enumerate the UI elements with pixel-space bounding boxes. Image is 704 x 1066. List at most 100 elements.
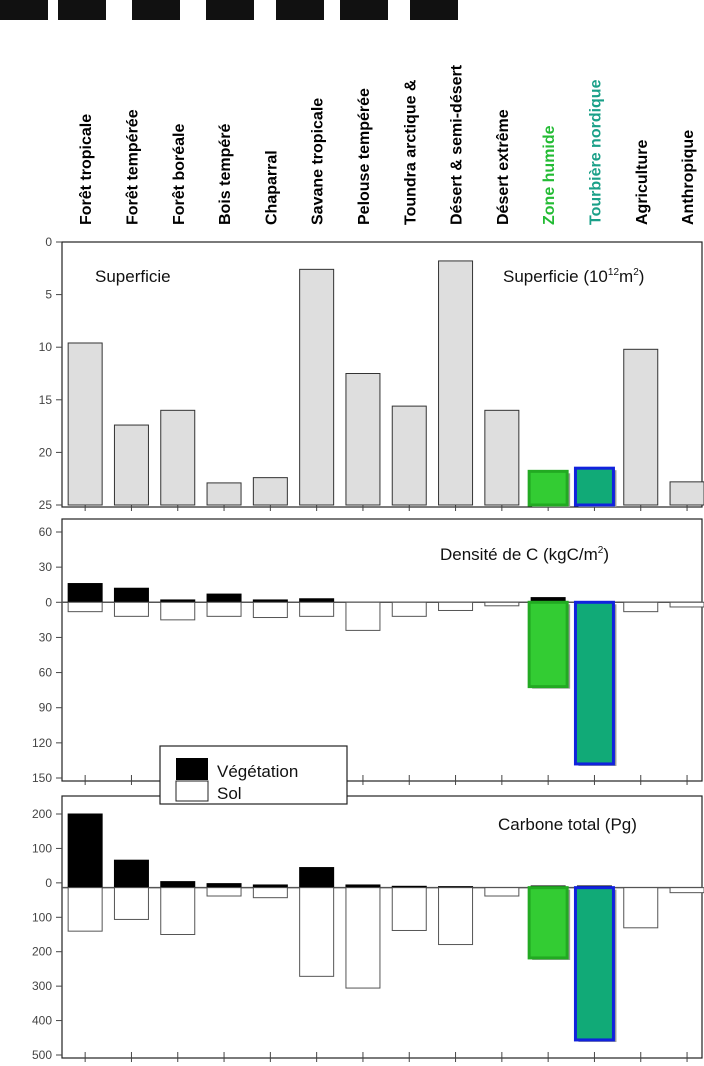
ytick-label: 90 <box>39 701 53 715</box>
category-label-tourbiere-nordique: Tourbière nordique <box>587 79 604 225</box>
bar-foret-boreale <box>160 409 196 506</box>
ytick-label: 60 <box>39 666 53 680</box>
bar-bois-tempere-sol <box>206 601 242 617</box>
category-label-savane-tropicale: Savane tropicale <box>310 98 327 225</box>
bar-foret-temperee <box>113 424 149 506</box>
bar-foret-tropicale-sol <box>67 601 103 613</box>
banner-glyph-1 <box>58 0 106 20</box>
bar-chaparral-sol <box>252 601 288 619</box>
ytick-label: 500 <box>32 1048 52 1062</box>
bar-foret-tropicale <box>67 342 103 506</box>
category-label-foret-boreale: Forêt boréale <box>171 124 188 225</box>
legend-swatch-sol <box>175 780 209 802</box>
bar-pelouse-temperee-sol <box>345 887 381 989</box>
bar-zone-humide-sol <box>527 886 569 960</box>
legend: Végétation Sol <box>159 745 348 805</box>
bar-foret-boreale-sol <box>160 601 196 621</box>
banner-glyph-4 <box>276 0 324 20</box>
ytick-label: 0 <box>45 595 52 609</box>
bar-bois-tempere <box>206 482 242 506</box>
ytick-label: 30 <box>39 560 53 574</box>
category-label-anthropique: Anthropique <box>680 130 697 225</box>
panel-superficie-title: Superficie (1012m2) <box>503 267 644 286</box>
bar-foret-temperee-vegetation <box>113 859 149 889</box>
bar-toundra-arctique-sol <box>391 887 427 931</box>
bar-desert-semi-desert-sol <box>438 887 474 946</box>
ytick-label: 15 <box>39 393 53 407</box>
bar-chaparral-sol <box>252 887 288 899</box>
bar-foret-boreale-sol <box>160 887 196 936</box>
bar-pelouse-temperee-sol <box>345 601 381 631</box>
ytick-label: 100 <box>32 841 52 855</box>
bar-toundra-arctique <box>391 405 427 506</box>
ytick-label: 60 <box>39 525 53 539</box>
bar-pelouse-temperee <box>345 373 381 506</box>
cropped-banner-glyphs <box>0 0 458 20</box>
bar-zone-humide <box>527 469 569 507</box>
ytick-label: 25 <box>39 498 53 512</box>
bar-foret-temperee-sol <box>113 601 149 617</box>
legend-label-sol: Sol <box>217 784 242 803</box>
ytick-label: 100 <box>32 910 52 924</box>
category-label-desert-extreme: Désert extrême <box>495 109 512 225</box>
bar-tourbiere-nordique <box>573 466 615 507</box>
bar-desert-semi-desert-sol <box>438 601 474 611</box>
bar-agriculture-sol <box>623 601 659 613</box>
ytick-label: 0 <box>45 235 52 249</box>
bar-agriculture-sol <box>623 887 659 929</box>
category-label-foret-tropicale: Forêt tropicale <box>78 114 95 225</box>
bar-agriculture <box>623 348 659 506</box>
panel-carbone-title: Carbone total (Pg) <box>498 815 637 834</box>
category-label-toundra-arctique: Toundra arctique & <box>402 79 419 225</box>
bar-desert-extreme-sol <box>484 887 520 897</box>
category-label-chaparral: Chaparral <box>263 150 280 225</box>
bar-savane-tropicale-vegetation <box>299 598 335 603</box>
panel-carbone-frame <box>61 795 703 1059</box>
panel-carbone-total: Carbone total (Pg) 200 100 0 100 200 300 400 50… <box>32 795 704 1062</box>
banner-glyph-5 <box>340 0 388 20</box>
bar-tourbiere-nordique-sol <box>573 886 615 1042</box>
bar-foret-tropicale-vegetation <box>67 583 103 603</box>
ytick-label: 400 <box>32 1014 52 1028</box>
panel-densite-frame <box>61 518 703 782</box>
bar-zone-humide-sol <box>527 600 569 689</box>
bar-chaparral <box>252 477 288 506</box>
ytick-label: 20 <box>39 445 53 459</box>
panel-superficie: Superficie Superficie (1012m2) 0 5 10 15 20 2… <box>39 235 704 512</box>
bar-foret-temperee-vegetation <box>113 587 149 603</box>
ytick-label: 30 <box>39 630 53 644</box>
ytick-label: 200 <box>32 807 52 821</box>
panel-densite-title: Densité de C (kgC/m2) <box>440 545 609 564</box>
bar-bois-tempere-vegetation <box>206 883 242 889</box>
legend-swatch-vegetation <box>176 758 208 780</box>
banner-glyph-3 <box>206 0 254 20</box>
legend-label-vegetation: Végétation <box>217 762 298 781</box>
bar-foret-tropicale-sol <box>67 887 103 932</box>
category-label-agriculture: Agriculture <box>634 140 651 225</box>
ytick-label: 150 <box>32 771 52 785</box>
bar-foret-boreale-vegetation <box>160 881 196 889</box>
ytick-label: 200 <box>32 945 52 959</box>
banner-glyph-2 <box>132 0 180 20</box>
ytick-label: 0 <box>45 876 52 890</box>
category-label-zone-humide: Zone humide <box>541 125 558 225</box>
bar-foret-temperee-sol <box>113 887 149 920</box>
bar-anthropique-sol <box>669 887 704 894</box>
ytick-label: 5 <box>45 288 52 302</box>
bar-savane-tropicale-sol <box>299 887 335 977</box>
bar-anthropique <box>669 481 704 506</box>
category-label-bois-tempere: Bois tempéré <box>217 124 234 225</box>
bar-tourbiere-nordique-sol <box>573 600 615 766</box>
category-label-foret-temperee: Forêt tempérée <box>124 109 141 225</box>
ytick-label: 120 <box>32 736 52 750</box>
banner-glyph-0 <box>0 0 48 20</box>
category-labels: Forêt tropicale Forêt tempérée Forêt boréa… <box>78 64 697 225</box>
ytick-label: 300 <box>32 979 52 993</box>
bar-desert-semi-desert <box>438 260 474 506</box>
panel-superficie-label: Superficie <box>95 267 171 286</box>
bar-savane-tropicale-vegetation <box>299 867 335 889</box>
bar-savane-tropicale-sol <box>299 601 335 617</box>
bar-desert-extreme-sol <box>484 601 520 607</box>
bar-anthropique-sol <box>669 601 704 608</box>
